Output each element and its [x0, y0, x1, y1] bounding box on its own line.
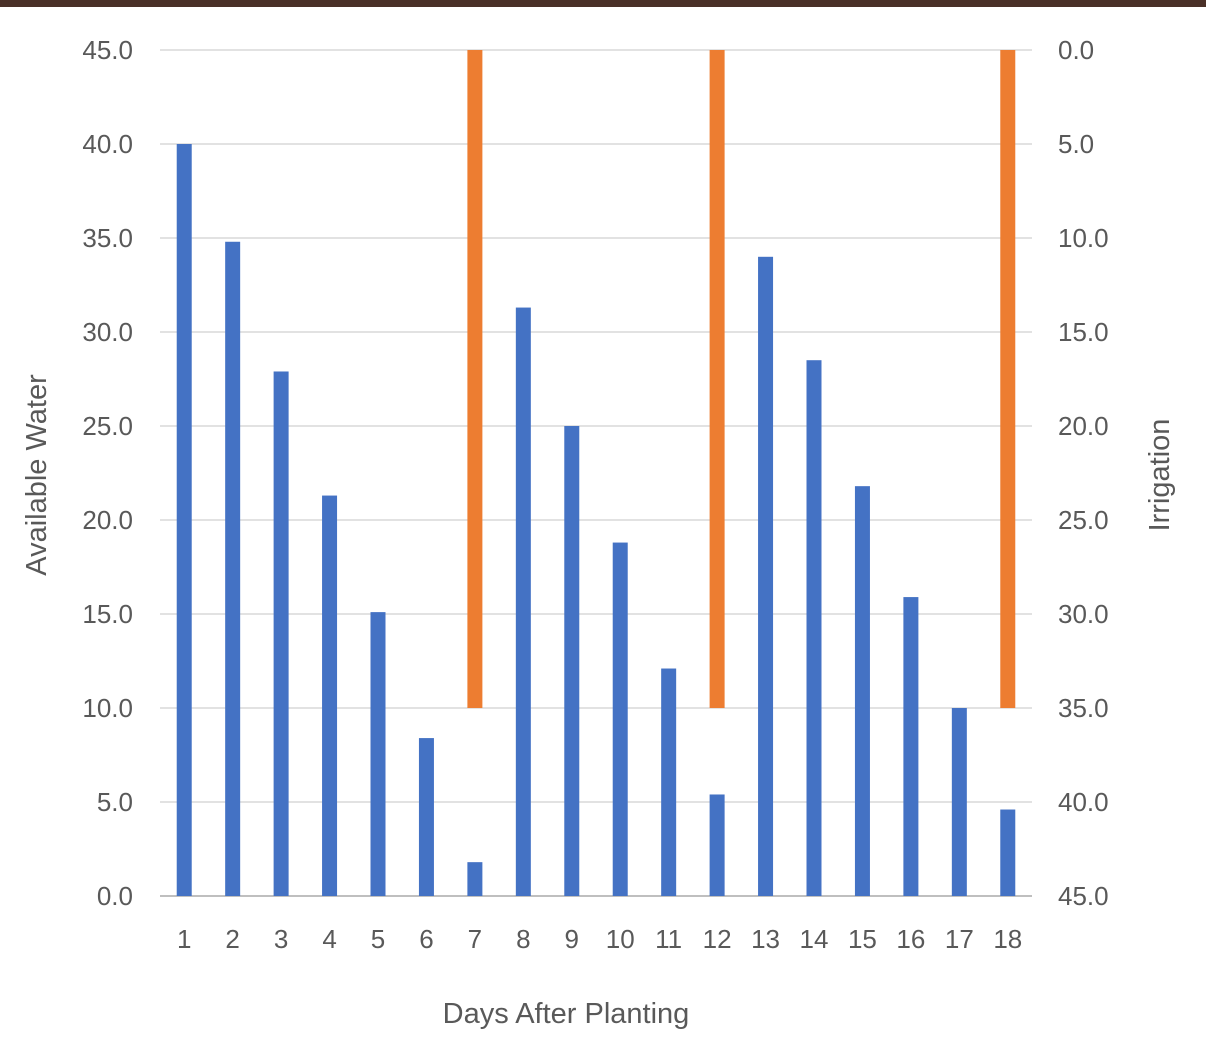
y2-tick-label: 25.0	[1058, 505, 1109, 535]
x-tick-label: 18	[993, 924, 1022, 954]
available-water-bar	[467, 862, 483, 896]
available-water-bar	[176, 144, 192, 896]
y-axis-title: Available Water	[21, 374, 53, 576]
left-axis-ticks: 0.0 5.0 10.0 15.0 20.0 25.0 30.0 35.0 40.0 45.0	[82, 35, 133, 911]
available-water-bar	[951, 708, 967, 896]
irrigation-bar	[709, 50, 725, 708]
x-tick-label: 9	[565, 924, 579, 954]
available-water-bar	[322, 495, 338, 896]
y2-tick-label: 5.0	[1058, 129, 1094, 159]
y2-tick-label: 45.0	[1058, 881, 1109, 911]
available-water-bar	[903, 597, 919, 896]
y-tick-label: 10.0	[82, 693, 133, 723]
x-tick-label: 17	[945, 924, 974, 954]
y-tick-label: 40.0	[82, 129, 133, 159]
x-tick-label: 6	[419, 924, 433, 954]
y2-tick-label: 40.0	[1058, 787, 1109, 817]
right-axis-ticks: 0.0 5.0 10.0 15.0 20.0 25.0 30.0 35.0 40.0 45.0	[1058, 35, 1109, 911]
y-tick-label: 5.0	[97, 787, 133, 817]
y2-tick-label: 15.0	[1058, 317, 1109, 347]
x-tick-label: 15	[848, 924, 877, 954]
y2-tick-label: 20.0	[1058, 411, 1109, 441]
available-water-bar	[758, 256, 774, 896]
available-water-bar	[661, 668, 677, 896]
available-water-bar	[273, 371, 289, 897]
window-top-border	[0, 0, 1206, 7]
x-axis-ticks: 1 2 3 4 5 6 7 8 9 10 11 12 13 14 15 16 17 18	[177, 924, 1022, 954]
available-water-bar	[1000, 809, 1016, 896]
available-water-bar	[709, 794, 725, 896]
x-tick-label: 13	[751, 924, 780, 954]
x-axis-title: Days After Planting	[443, 998, 690, 1030]
x-tick-label: 8	[516, 924, 530, 954]
x-tick-label: 1	[177, 924, 191, 954]
available-water-bar	[418, 738, 434, 896]
y-tick-label: 35.0	[82, 223, 133, 253]
bars	[176, 50, 1016, 897]
x-tick-label: 5	[371, 924, 385, 954]
available-water-bar	[564, 426, 580, 896]
x-tick-label: 3	[274, 924, 288, 954]
x-tick-label: 16	[896, 924, 925, 954]
x-tick-label: 7	[468, 924, 482, 954]
available-water-bar	[612, 542, 628, 896]
x-tick-label: 14	[800, 924, 829, 954]
available-water-bar	[225, 241, 241, 896]
x-tick-label: 10	[606, 924, 635, 954]
x-tick-label: 11	[655, 924, 682, 954]
y-tick-label: 25.0	[82, 411, 133, 441]
x-tick-label: 2	[225, 924, 239, 954]
y2-tick-label: 0.0	[1058, 35, 1094, 65]
irrigation-bar	[467, 50, 483, 708]
available-water-bar	[515, 307, 531, 896]
available-water-bar	[370, 612, 386, 896]
y-tick-label: 30.0	[82, 317, 133, 347]
y-tick-label: 15.0	[82, 599, 133, 629]
x-tick-label: 12	[703, 924, 732, 954]
x-tick-label: 4	[322, 924, 336, 954]
y2-tick-label: 35.0	[1058, 693, 1109, 723]
available-water-bar	[806, 360, 822, 896]
irrigation-bar	[1000, 50, 1016, 708]
y2-tick-label: 10.0	[1058, 223, 1109, 253]
y-tick-label: 20.0	[82, 505, 133, 535]
available-water-bar	[854, 486, 870, 896]
y2-tick-label: 30.0	[1058, 599, 1109, 629]
y-tick-label: 0.0	[97, 881, 133, 911]
gridlines	[160, 49, 1032, 897]
y2-axis-title: Irrigation	[1144, 419, 1176, 532]
y-tick-label: 45.0	[82, 35, 133, 65]
